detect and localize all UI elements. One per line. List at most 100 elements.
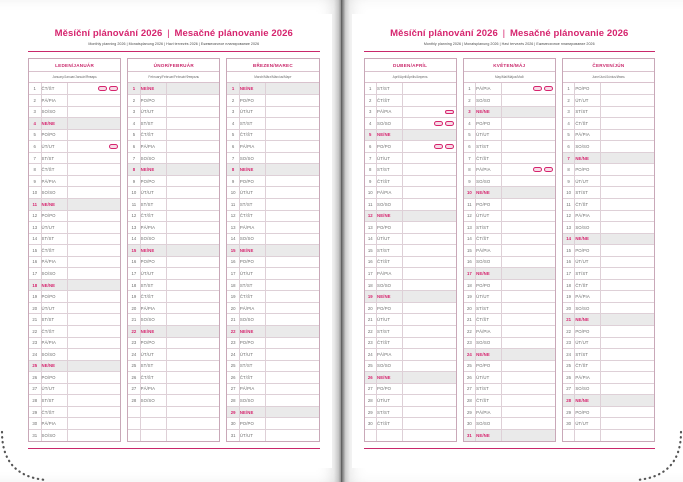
day-note-field[interactable] (265, 278, 319, 291)
day-note-field[interactable] (402, 405, 456, 418)
day-note-field[interactable] (600, 359, 655, 372)
day-note-field[interactable] (600, 382, 655, 395)
day-note-field[interactable] (67, 394, 121, 407)
day-note-field[interactable] (265, 128, 319, 141)
day-note-field[interactable] (402, 371, 456, 384)
day-note-field[interactable] (501, 151, 555, 164)
day-note-field[interactable] (265, 267, 319, 280)
day-note-field[interactable] (67, 232, 121, 245)
day-note-field[interactable] (501, 255, 555, 268)
day-note-field[interactable] (600, 117, 655, 130)
day-note-field[interactable] (166, 140, 220, 153)
day-note-field[interactable] (265, 301, 319, 314)
day-note-field[interactable] (600, 290, 655, 303)
day-note-field[interactable] (67, 105, 121, 118)
day-note-field[interactable] (265, 105, 319, 118)
day-note-field[interactable] (265, 221, 319, 234)
day-note-field[interactable] (67, 151, 121, 164)
day-note-field[interactable] (166, 382, 220, 395)
day-note-field[interactable] (265, 244, 319, 257)
day-note-field[interactable] (67, 221, 121, 234)
day-note-field[interactable] (501, 221, 555, 234)
day-note-field[interactable] (600, 197, 655, 211)
day-note-field[interactable] (265, 325, 319, 338)
day-note-field[interactable] (67, 428, 121, 441)
day-note-field[interactable] (402, 105, 456, 118)
day-note-field[interactable] (600, 163, 655, 176)
day-note-field[interactable] (501, 209, 555, 222)
day-note-field[interactable] (402, 94, 456, 107)
day-note-field[interactable] (402, 186, 456, 199)
day-note-field[interactable] (600, 348, 655, 361)
day-note-field[interactable] (166, 163, 220, 176)
day-note-field[interactable] (402, 244, 456, 257)
day-note-field[interactable] (600, 405, 655, 418)
day-note-field[interactable] (501, 336, 555, 349)
day-note-field[interactable] (166, 417, 220, 430)
day-note-field[interactable] (402, 140, 456, 153)
day-note-field[interactable] (502, 83, 555, 95)
day-note-field[interactable] (402, 394, 456, 407)
day-note-field[interactable] (67, 336, 121, 349)
day-note-field[interactable] (501, 371, 555, 384)
day-note-field[interactable] (600, 221, 655, 234)
day-note-field[interactable] (166, 197, 220, 211)
day-note-field[interactable] (67, 209, 121, 222)
day-note-field[interactable] (402, 336, 456, 349)
day-note-field[interactable] (402, 267, 456, 280)
day-note-field[interactable] (67, 417, 121, 430)
day-note-field[interactable] (501, 174, 555, 187)
day-note-field[interactable] (402, 151, 456, 164)
day-note-field[interactable] (265, 313, 319, 326)
day-note-field[interactable] (600, 278, 655, 291)
day-note-field[interactable] (166, 105, 220, 118)
day-note-field[interactable] (67, 371, 121, 384)
day-note-field[interactable] (265, 382, 319, 395)
day-note-field[interactable] (600, 105, 655, 118)
day-note-field[interactable] (265, 140, 319, 153)
day-note-field[interactable] (402, 209, 456, 222)
day-note-field[interactable] (402, 382, 456, 395)
day-note-field[interactable] (402, 255, 456, 268)
day-note-field[interactable] (67, 94, 121, 107)
day-note-field[interactable] (166, 267, 220, 280)
day-note-field[interactable] (166, 325, 220, 338)
day-note-field[interactable] (402, 221, 456, 234)
day-note-field[interactable] (501, 382, 555, 395)
day-note-field[interactable] (600, 371, 655, 384)
day-note-field[interactable] (265, 371, 319, 384)
day-note-field[interactable] (166, 244, 220, 257)
day-note-field[interactable] (402, 232, 456, 245)
day-note-field[interactable] (600, 255, 655, 268)
day-note-field[interactable] (600, 267, 655, 280)
day-note-field[interactable] (402, 163, 456, 176)
day-note-field[interactable] (501, 278, 555, 291)
day-note-field[interactable] (402, 197, 456, 211)
day-note-field[interactable] (265, 290, 319, 303)
day-note-field[interactable] (402, 278, 456, 291)
day-note-field[interactable] (166, 371, 220, 384)
day-note-field[interactable] (501, 290, 555, 303)
day-note-field[interactable] (600, 140, 655, 153)
day-note-field[interactable] (166, 313, 220, 326)
day-note-field[interactable] (166, 301, 220, 314)
day-note-field[interactable] (600, 151, 655, 164)
day-note-field[interactable] (166, 255, 220, 268)
day-note-field[interactable] (67, 174, 121, 187)
day-note-field[interactable] (402, 301, 456, 314)
day-note-field[interactable] (402, 174, 456, 187)
day-note-field[interactable] (402, 348, 456, 361)
day-note-field[interactable] (501, 186, 555, 199)
day-note-field[interactable] (166, 83, 220, 95)
day-note-field[interactable] (67, 382, 121, 395)
day-note-field[interactable] (501, 301, 555, 314)
day-note-field[interactable] (501, 197, 555, 211)
day-note-field[interactable] (67, 267, 121, 280)
day-note-field[interactable] (166, 174, 220, 187)
day-note-field[interactable] (501, 117, 555, 130)
day-note-field[interactable] (265, 255, 319, 268)
day-note-field[interactable] (265, 174, 319, 187)
day-note-field[interactable] (265, 94, 319, 107)
day-note-field[interactable] (265, 197, 319, 211)
day-note-field[interactable] (67, 348, 121, 361)
